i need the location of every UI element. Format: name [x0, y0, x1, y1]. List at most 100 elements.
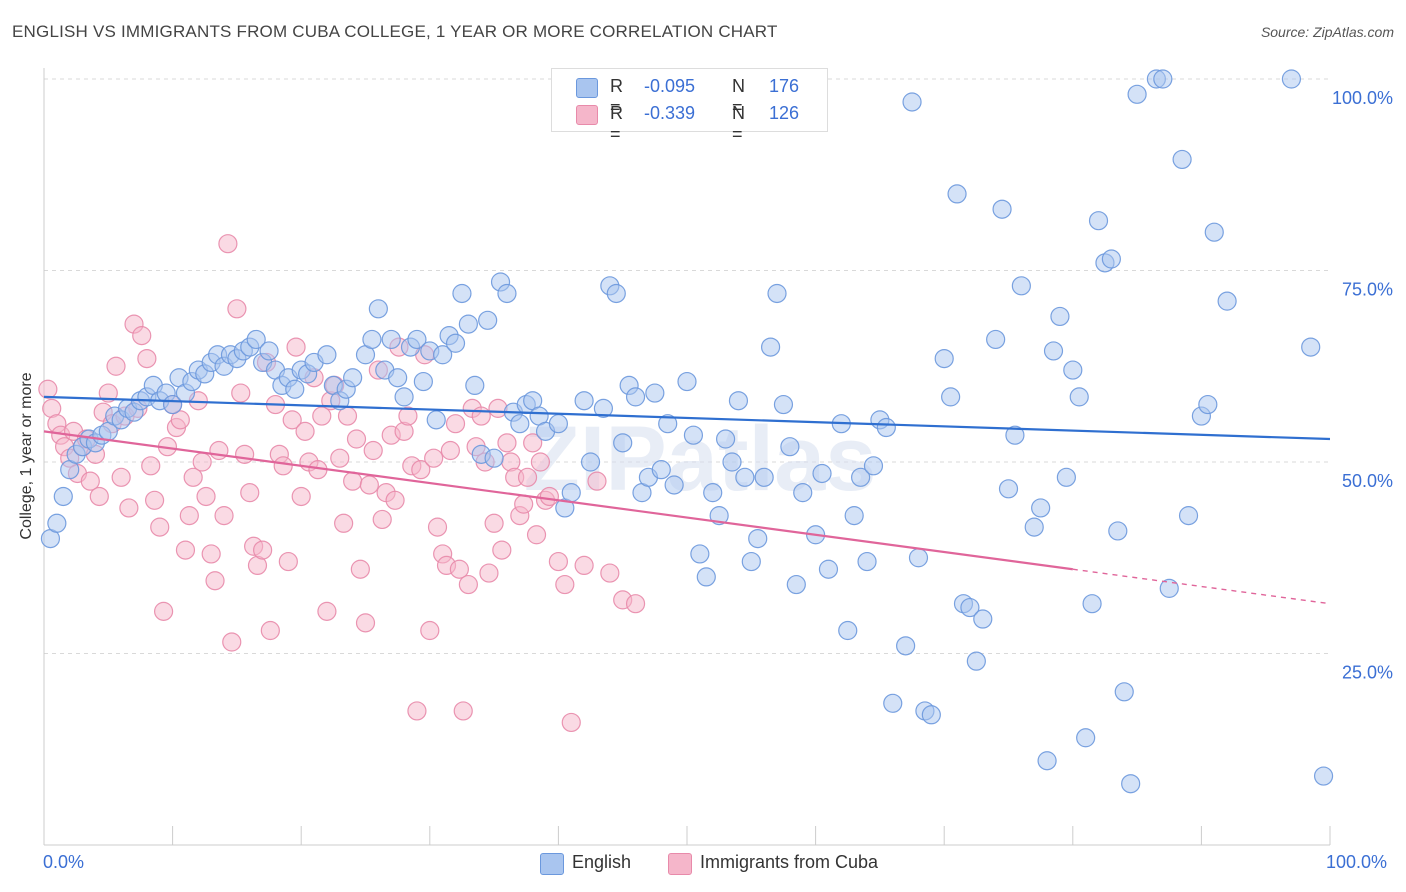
english-point [703, 483, 723, 503]
english-point [818, 559, 839, 579]
chart-title: ENGLISH VS IMMIGRANTS FROM CUBA COLLEGE,… [12, 22, 778, 41]
english-point [941, 387, 961, 407]
english-point [773, 394, 794, 415]
english-point [625, 387, 646, 407]
english-point [478, 310, 498, 330]
cuba-point [492, 540, 512, 560]
english-point [1127, 84, 1147, 104]
cuba-point [273, 456, 293, 476]
english-point [728, 391, 749, 411]
english-point [433, 345, 453, 365]
cuba-point [150, 517, 170, 537]
english-point [484, 448, 504, 468]
english-point [722, 452, 742, 472]
cuba-point [574, 555, 594, 576]
cuba-point [183, 467, 203, 487]
english-point [902, 92, 922, 112]
english-point [606, 283, 626, 304]
cuba-point [587, 471, 607, 491]
english-point [1217, 291, 1237, 311]
english-point [381, 329, 401, 350]
english-point [574, 391, 594, 411]
english-point [741, 551, 761, 572]
cuba-point [497, 433, 517, 453]
english-point [960, 597, 980, 618]
cuba-point [89, 486, 109, 507]
cuba-point [231, 383, 251, 403]
english-point [883, 693, 903, 713]
cuba-point [359, 475, 379, 495]
english-point [1301, 337, 1321, 357]
english-point [497, 283, 517, 304]
y-tick-labels: 25.0% 50.0% 75.0% 100.0% [1332, 88, 1393, 683]
cuba-point [555, 574, 575, 595]
legend-swatch-cuba [576, 105, 598, 125]
cuba-point [227, 299, 247, 319]
english-point [510, 414, 530, 434]
english-point [844, 506, 864, 526]
legend-r-label: R = [610, 103, 623, 144]
cuba-point [334, 513, 354, 533]
cuba-point [295, 421, 315, 441]
trend-lines [43, 395, 1331, 605]
cuba-point [539, 486, 559, 507]
english-point [863, 456, 884, 476]
cuba-point [420, 620, 440, 641]
english-point [812, 463, 832, 484]
english-point [876, 417, 896, 438]
english-point [1121, 774, 1141, 794]
bottom-legend-swatch-english [540, 853, 564, 875]
english-point [613, 433, 633, 453]
cuba-point [600, 563, 620, 583]
english-point [658, 414, 678, 434]
cuba-point [141, 456, 161, 476]
cuba-point [479, 563, 499, 583]
english-point [1153, 69, 1173, 89]
english-point [786, 574, 806, 595]
cuba-point [411, 460, 431, 480]
cuba-point [286, 337, 306, 357]
cuba-point [484, 513, 504, 533]
english-point [966, 651, 986, 671]
english-point [735, 467, 755, 487]
english-point [413, 371, 433, 392]
cuba-point [514, 494, 534, 514]
english-point [407, 329, 427, 350]
y-tick-label: 50.0% [1342, 471, 1393, 491]
english-point [388, 368, 408, 388]
y-axis-label: College, 1 year or more [18, 372, 35, 540]
english-point [851, 467, 871, 487]
english-point [53, 486, 73, 507]
english-point [896, 636, 916, 656]
cuba-point [625, 594, 646, 614]
english-point [645, 383, 665, 403]
cuba-point [530, 452, 550, 472]
bottom-legend-label-english: English [572, 852, 632, 872]
cuba-point [548, 551, 569, 572]
english-point [973, 609, 993, 629]
cuba-point [330, 448, 350, 468]
english-point [709, 506, 729, 526]
cuba-point [471, 406, 491, 426]
english-point [664, 475, 684, 495]
cuba-point [282, 410, 302, 430]
cuba-point [106, 356, 126, 376]
cuba-point [260, 620, 280, 641]
english-point [690, 544, 710, 564]
english-point [992, 199, 1012, 219]
english-point [1076, 728, 1096, 748]
english-point [259, 341, 279, 361]
english-point [1050, 306, 1070, 327]
english-point [754, 467, 774, 487]
x-tick-label-min: 0.0% [43, 852, 85, 872]
english-point [921, 705, 941, 725]
cuba-point [38, 379, 58, 399]
english-point [368, 299, 388, 319]
cuba-point [424, 448, 444, 468]
english-point [767, 283, 787, 304]
cuba-point [278, 551, 298, 572]
english-point [1037, 751, 1057, 771]
cuba-point [80, 471, 100, 491]
english-point [1069, 387, 1089, 407]
english-point [1178, 506, 1199, 526]
